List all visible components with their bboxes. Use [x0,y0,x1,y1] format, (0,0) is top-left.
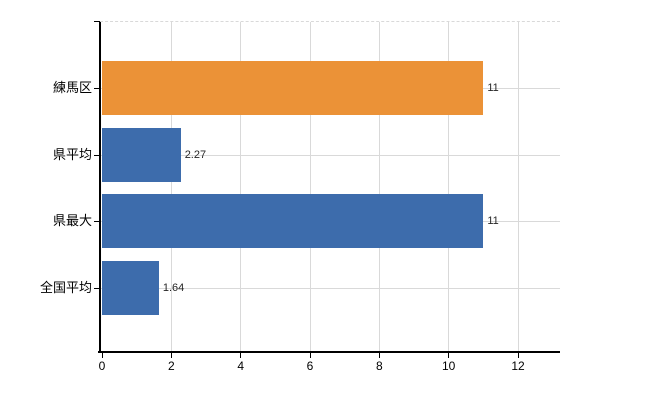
x-tick-mark [378,353,380,358]
y-tick-mark [94,287,100,289]
vertical-gridline [378,22,380,352]
y-tick-mark [94,154,100,156]
x-tick-mark [448,353,450,358]
y-tick-mark [94,221,100,222]
category-label: 練馬区 [52,80,92,95]
x-tick-mark [170,353,172,358]
category-label: 全国平均 [39,279,92,295]
bar-value-label: 2.27 [184,148,207,161]
x-axis-line [98,351,560,353]
x-tick-label: 8 [375,359,383,373]
category-label: 県最大 [52,213,92,228]
x-tick-label: 6 [306,359,314,373]
bar [102,61,484,115]
x-tick-label: 12 [511,359,525,373]
x-tick-mark [240,353,242,358]
vertical-gridline [517,22,519,352]
y-axis-top-tick-mark [94,21,100,22]
bar-value-label: 11 [487,215,499,227]
x-tick-label: 10 [441,359,456,373]
vertical-gridline [240,22,242,352]
category-label: 県平均 [52,146,92,162]
x-tick-mark [101,353,103,358]
vertical-gridline [170,22,172,352]
plot-top-gridline [100,21,560,22]
x-tick-mark [309,353,311,358]
x-tick-mark [517,353,519,358]
horizontal-gridline [100,154,560,156]
y-axis-line [99,22,101,352]
horizontal-gridline [100,287,560,289]
bar-value-label: 11 [487,82,499,94]
vertical-gridline [448,22,450,352]
x-tick-label: 2 [167,359,175,373]
bar [102,127,181,182]
y-tick-mark [94,88,100,89]
vertical-gridline [309,22,311,352]
x-tick-label: 4 [237,359,244,373]
x-tick-label: 0 [98,359,106,373]
bar [102,194,484,248]
bar [102,260,159,315]
bar-value-label: 1.64 [162,281,185,294]
